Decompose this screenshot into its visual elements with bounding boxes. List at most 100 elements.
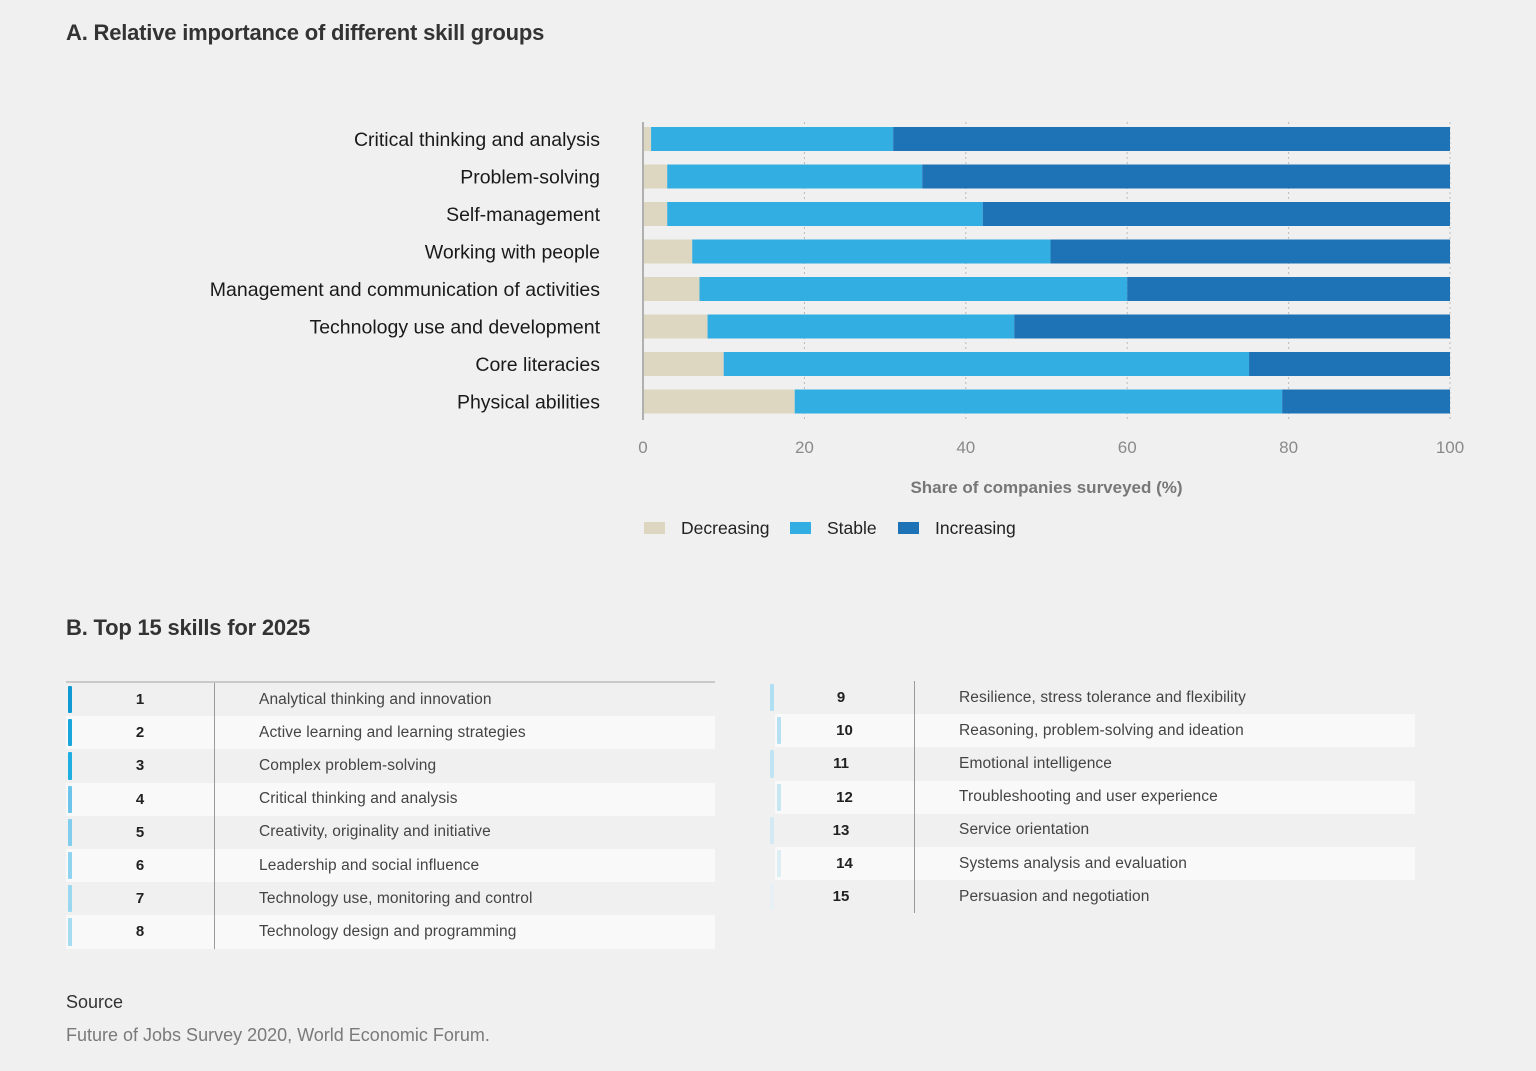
skill-row: 11 Emotional intelligence (768, 747, 1415, 781)
bar-segment-stable (794, 389, 1283, 414)
bar-segment-decreasing (643, 164, 668, 189)
top-skills-table-right: 9 Resilience, stress tolerance and flexib… (768, 681, 1415, 914)
category-label: Working with people (425, 242, 600, 264)
bar-segment-stable (692, 239, 1051, 264)
skill-rank: 1 (66, 683, 215, 717)
rank-accent-bar (777, 783, 781, 811)
rank-accent-bar (68, 851, 72, 880)
skill-name: Analytical thinking and innovation (259, 690, 492, 708)
x-tick-label: 40 (956, 438, 975, 457)
skill-row: 2 Active learning and learning strategies (66, 716, 715, 750)
chart-a-title: A. Relative importance of different skil… (66, 20, 545, 45)
rank-accent-bar (68, 752, 72, 780)
skill-name: Creativity, originality and initiative (259, 823, 491, 841)
skill-rank: 6 (66, 848, 215, 883)
source-label: Source (66, 992, 124, 1012)
skill-row: 3 Complex problem-solving (66, 749, 715, 783)
x-tick-label: 20 (795, 438, 814, 457)
skill-row: 15 Persuasion and negotiation (768, 880, 1415, 914)
skill-row: 9 Resilience, stress tolerance and flexib… (768, 681, 1415, 715)
category-label: Core literacies (475, 354, 600, 376)
skill-name: Critical thinking and analysis (259, 790, 458, 808)
skill-row: 8 Technology design and programming (66, 915, 715, 949)
skill-rank: 15 (768, 880, 915, 914)
bar-segment-stable (707, 314, 1015, 339)
category-label: Technology use and development (309, 317, 600, 339)
bar-segment-decreasing (643, 202, 668, 226)
skill-name: Troubleshooting and user experience (959, 788, 1218, 806)
skill-rank: 11 (768, 747, 915, 781)
top-skills-title: B. Top 15 skills for 2025 (66, 615, 311, 640)
skill-row: 5 Creativity, originality and initiative (66, 815, 715, 849)
bar-segment-stable (651, 127, 894, 151)
bar-segment-increasing (1014, 314, 1450, 339)
bar-segment-decreasing (643, 389, 795, 414)
skill-rank: 9 (768, 681, 915, 715)
bar-segment-increasing (893, 127, 1450, 151)
skill-name: Service orientation (959, 821, 1090, 839)
bar-segment-increasing (1282, 389, 1450, 414)
legend-swatch (790, 522, 811, 534)
rank-accent-bar (770, 684, 774, 712)
category-label: Problem-solving (460, 167, 600, 189)
stacked-bar-chart: Critical thinking and analysis Problem-so… (210, 122, 1464, 538)
skill-name: Persuasion and negotiation (959, 887, 1150, 905)
category-label: Physical abilities (457, 392, 600, 414)
category-label: Self-management (446, 204, 600, 226)
skill-name: Resilience, stress tolerance and flexibi… (959, 688, 1246, 706)
skill-name: Systems analysis and evaluation (959, 854, 1187, 872)
rank-accent-bar (777, 849, 781, 878)
legend-item-increasing: Increasing (898, 518, 1016, 538)
skill-rank: 14 (775, 846, 915, 881)
skill-rank: 2 (66, 716, 215, 750)
bar-segment-decreasing (643, 127, 652, 151)
bar-segment-increasing (922, 164, 1450, 189)
bar-segment-decreasing (643, 239, 693, 264)
rank-accent-bar (770, 816, 774, 844)
skill-name: Emotional intelligence (959, 754, 1112, 772)
source-text: Future of Jobs Survey 2020, World Econom… (66, 1025, 490, 1045)
x-tick-label: 80 (1279, 438, 1298, 457)
bar-segment-stable (667, 164, 923, 189)
legend-label: Stable (827, 518, 877, 538)
skill-row: 13 Service orientation (768, 813, 1415, 847)
category-label: Critical thinking and analysis (354, 129, 600, 151)
x-axis-title: Share of companies surveyed (%) (910, 478, 1182, 497)
x-tick-label: 0 (638, 438, 647, 457)
skill-row: 6 Leadership and social influence (66, 848, 715, 883)
legend-item-stable: Stable (790, 518, 877, 538)
bar-segment-stable (667, 202, 983, 226)
skill-rank: 5 (66, 815, 215, 849)
bar-segment-decreasing (643, 314, 708, 339)
skill-rank: 4 (66, 782, 215, 816)
skill-name: Complex problem-solving (259, 756, 437, 774)
x-tick-label: 100 (1436, 438, 1464, 457)
skill-rank: 10 (775, 714, 915, 748)
rank-accent-bar (68, 785, 72, 813)
skill-name: Leadership and social influence (259, 856, 480, 874)
bar-segment-stable (723, 352, 1250, 376)
skill-row: 12 Troubleshooting and user experience (775, 780, 1415, 814)
legend-swatch (898, 522, 919, 534)
skill-name: Technology use, monitoring and control (259, 889, 533, 907)
skill-rank: 8 (66, 915, 215, 949)
x-tick-label: 60 (1118, 438, 1137, 457)
skill-rank: 3 (66, 749, 215, 783)
skill-row: 7 Technology use, monitoring and control (66, 882, 715, 916)
bar-segment-decreasing (643, 352, 724, 376)
skill-rank: 7 (66, 882, 215, 916)
legend-item-decreasing: Decreasing (644, 518, 770, 538)
rank-accent-bar (770, 750, 774, 778)
bar-segment-stable (699, 277, 1128, 301)
bar-segment-increasing (982, 202, 1450, 226)
category-label: Management and communication of activiti… (210, 279, 600, 301)
legend-label: Decreasing (681, 518, 770, 538)
skill-name: Technology design and programming (259, 922, 517, 940)
bar-segment-increasing (1127, 277, 1450, 301)
legend-swatch (644, 522, 665, 534)
skill-row: 10 Reasoning, problem-solving and ideatio… (775, 714, 1415, 748)
legend-label: Increasing (935, 518, 1016, 538)
top-skills-table-left: 1 Analytical thinking and innovation 2 Acti… (66, 681, 715, 949)
skill-name: Reasoning, problem-solving and ideation (959, 721, 1244, 739)
rank-accent-bar (777, 717, 781, 745)
